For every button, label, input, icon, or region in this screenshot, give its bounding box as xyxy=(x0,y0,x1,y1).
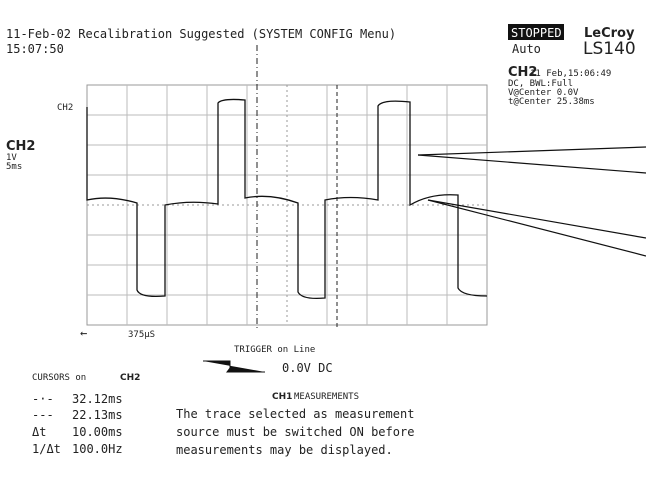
cursor-value: 22.13ms xyxy=(72,408,123,422)
meas-channel: CH1 xyxy=(272,392,292,402)
trace-channel: CH2 xyxy=(508,65,537,80)
channel-name: CH2 xyxy=(6,139,35,154)
pointer-lines xyxy=(417,146,646,257)
cursor-value: 10.00ms xyxy=(72,425,123,439)
brand-name: LeCroy xyxy=(584,26,635,41)
meas-message: measurements may be displayed. xyxy=(176,443,393,457)
meas-message: source must be switched ON before xyxy=(176,425,414,439)
trace-marker: CH2 xyxy=(57,103,73,113)
channel-volts: 1V xyxy=(6,153,17,163)
waveform xyxy=(86,98,488,300)
cursor-symbol: --- xyxy=(32,408,54,422)
cursor-symbol: -·- xyxy=(32,392,54,406)
status-box xyxy=(508,24,564,40)
cursors-title: CURSORS on xyxy=(32,373,86,383)
trace-vcenter: V@Center 0.0V xyxy=(508,88,579,98)
channel-time: 5ms xyxy=(6,162,22,172)
trigger-symbol xyxy=(203,360,265,373)
cursors xyxy=(256,45,338,330)
status-mode: Auto xyxy=(512,42,541,56)
header-time: 15:07:50 xyxy=(6,42,64,56)
cursor-table: -·- 32.12ms --- 22.13ms Δt 10.00ms 1/Δt … xyxy=(32,392,123,456)
trace-tcenter: t@Center 25.38ms xyxy=(508,97,595,107)
meas-message: The trace selected as measurement xyxy=(176,407,414,421)
status-state: STOPPED xyxy=(511,26,562,40)
cursor-symbol: 1/Δt xyxy=(32,442,61,456)
brand-model: LS140 xyxy=(583,39,636,59)
cursor-value: 32.12ms xyxy=(72,392,123,406)
header-line: 11-Feb-02 Recalibration Suggested (SYSTE… xyxy=(6,27,396,41)
trace-time: 11 Feb,15:06:49 xyxy=(530,69,611,79)
trace-coupling: DC, BWL:Full xyxy=(508,79,573,89)
cursors-channel: CH2 xyxy=(120,373,140,383)
cursor-symbol: Δt xyxy=(32,425,46,439)
trigger-level: 0.0V DC xyxy=(282,361,333,375)
timebase-arrow: ← xyxy=(80,326,87,340)
trigger-title: TRIGGER on Line xyxy=(234,345,315,355)
cursor-value: 100.0Hz xyxy=(72,442,123,456)
timebase-value: 375μS xyxy=(128,330,155,340)
meas-title: MEASUREMENTS xyxy=(294,392,359,402)
